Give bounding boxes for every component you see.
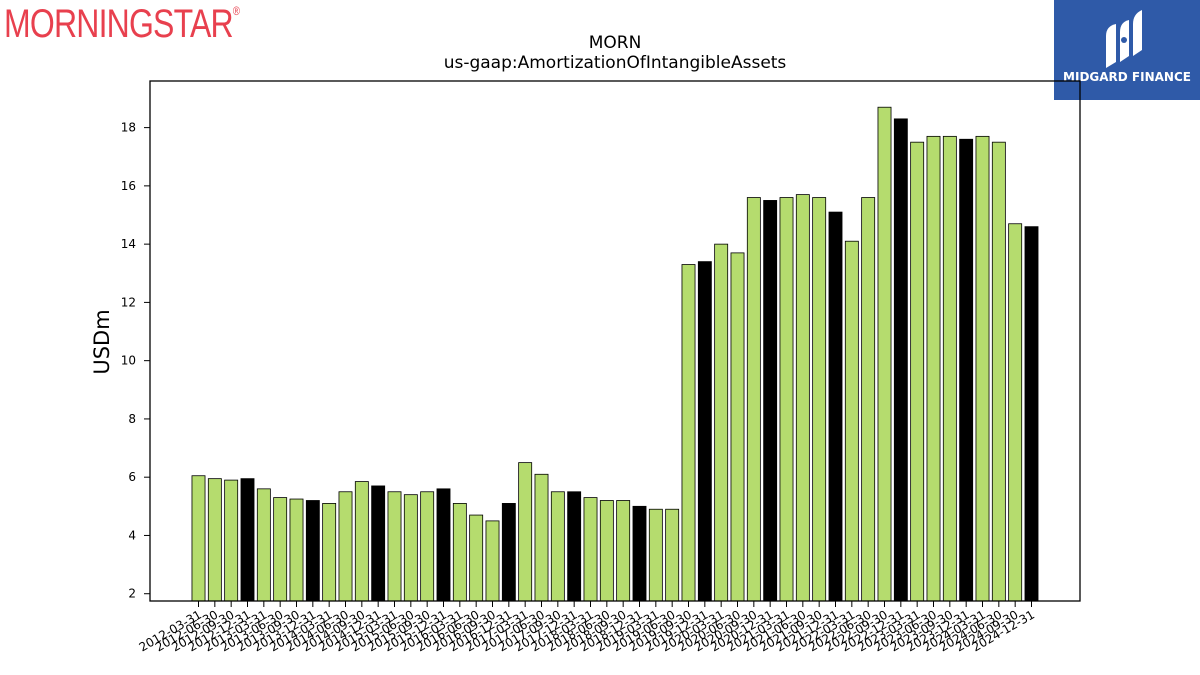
bar-2021-09-30	[812, 197, 827, 602]
bars-group	[191, 106, 1039, 602]
bar-2020-09-30	[746, 197, 761, 602]
bar-2012-06-30	[207, 478, 222, 602]
chart-title: MORN	[589, 33, 642, 53]
midgard-logo-icon	[1106, 10, 1142, 68]
bar-2017-03-31	[518, 462, 533, 602]
y-tick-label: 6	[128, 470, 136, 484]
bar-2020-12-31	[763, 200, 778, 602]
bar-2012-12-31	[240, 478, 255, 602]
bar-2022-03-31	[844, 240, 859, 602]
morningstar-logo: MORNINGSTAR®	[4, 2, 240, 46]
bar-2021-12-31	[828, 211, 843, 602]
bar-2014-09-30	[354, 481, 369, 602]
bar-2024-12-31	[1024, 226, 1039, 602]
bar-2017-06-30	[534, 473, 549, 602]
bar-2017-09-30	[550, 491, 565, 602]
y-axis-label: USDm	[90, 309, 114, 374]
bar-2023-03-31	[910, 141, 925, 602]
bar-2014-03-31	[322, 503, 337, 602]
y-tick-label: 16	[121, 179, 136, 193]
midgard-finance-logo: MIDGARD FINANCE	[1054, 0, 1200, 100]
y-tick-label: 2	[128, 587, 136, 601]
y-tick-label: 4	[128, 528, 136, 542]
bar-2023-12-31	[959, 138, 974, 602]
bar-2024-06-30	[991, 141, 1006, 602]
bar-2015-09-30	[420, 491, 435, 602]
bar-2016-09-30	[485, 520, 500, 602]
bar-2013-03-31	[256, 488, 271, 602]
bar-2016-06-30	[469, 514, 484, 602]
morningstar-logo-text: MORNINGSTAR	[4, 2, 234, 46]
bar-2022-06-30	[861, 197, 876, 602]
y-tick-label: 18	[121, 121, 136, 135]
bar-2017-12-31	[567, 491, 582, 602]
bar-2015-12-31	[436, 488, 451, 602]
registered-mark: ®	[232, 4, 240, 18]
bar-2019-09-30	[681, 264, 696, 602]
bar-2019-03-31	[648, 508, 663, 602]
bar-2024-09-30	[1008, 223, 1023, 602]
bar-2023-06-30	[926, 135, 941, 602]
bar-2019-06-30	[665, 508, 680, 602]
bar-2018-03-31	[583, 497, 598, 602]
bar-2020-03-31	[714, 243, 729, 602]
y-axis-ticks: 2 4 6 8 10 12 14 16 18	[121, 121, 150, 601]
bar-2015-03-31	[387, 491, 402, 602]
bar-2021-06-30	[795, 194, 810, 602]
bar-2024-03-31	[975, 135, 990, 602]
bar-2022-12-31	[893, 118, 908, 602]
y-tick-label: 10	[121, 354, 136, 368]
bar-2013-06-30	[273, 497, 288, 602]
y-tick-label: 14	[121, 237, 136, 251]
bar-2013-09-30	[289, 498, 304, 602]
bar-2018-12-31	[632, 505, 647, 602]
bar-2020-06-30	[730, 252, 745, 602]
bar-2016-12-31	[501, 503, 516, 602]
bar-2015-06-30	[403, 494, 418, 602]
chart-subtitle: us-gaap:AmortizationOfIntangibleAssets	[444, 53, 787, 73]
bar-2022-09-30	[877, 106, 892, 602]
bar-2014-12-31	[371, 485, 386, 602]
bar-2023-09-30	[942, 135, 957, 602]
y-tick-label: 12	[121, 295, 136, 309]
bar-2013-12-31	[305, 500, 320, 602]
bar-2021-03-31	[779, 197, 794, 602]
bar-2018-06-30	[599, 500, 614, 602]
bar-2012-03-31	[191, 475, 206, 602]
x-axis-ticks: 2012-03-312012-06-302012-09-302012-12-31…	[137, 601, 1037, 654]
midgard-finance-text: MIDGARD FINANCE	[1063, 70, 1191, 84]
bar-2014-06-30	[338, 491, 353, 602]
bar-2019-12-31	[697, 261, 712, 602]
bar-2016-03-31	[452, 503, 467, 602]
bar-2012-09-30	[224, 479, 239, 602]
bar-2018-09-30	[616, 500, 631, 602]
y-tick-label: 8	[128, 412, 136, 426]
plot-frame	[149, 80, 1081, 602]
